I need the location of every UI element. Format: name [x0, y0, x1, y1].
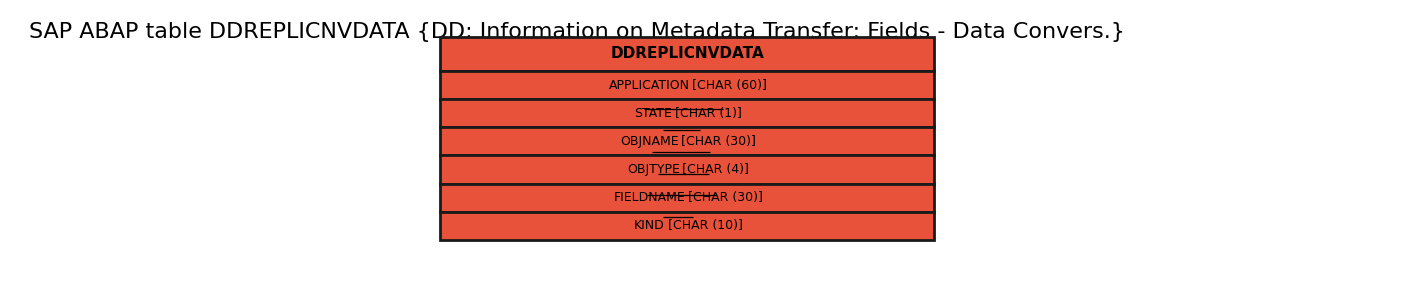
Text: [CHAR (1)]: [CHAR (1)]	[671, 107, 741, 120]
FancyBboxPatch shape	[441, 155, 934, 184]
Text: STATE: STATE	[635, 107, 673, 120]
FancyBboxPatch shape	[441, 127, 934, 155]
Text: KIND: KIND	[633, 219, 664, 232]
Text: [CHAR (4)]: [CHAR (4)]	[678, 163, 750, 176]
Text: [CHAR (30)]: [CHAR (30)]	[684, 191, 762, 204]
FancyBboxPatch shape	[441, 37, 934, 71]
Text: SAP ABAP table DDREPLICNVDATA {DD: Information on Metadata Transfer: Fields - Da: SAP ABAP table DDREPLICNVDATA {DD: Infor…	[29, 22, 1125, 42]
Text: FIELDNAME: FIELDNAME	[614, 191, 685, 204]
Text: OBJTYPE: OBJTYPE	[626, 163, 680, 176]
Text: [CHAR (60)]: [CHAR (60)]	[688, 79, 767, 91]
FancyBboxPatch shape	[441, 99, 934, 127]
Text: DDREPLICNVDATA: DDREPLICNVDATA	[611, 46, 764, 62]
FancyBboxPatch shape	[441, 184, 934, 212]
Text: [CHAR (10)]: [CHAR (10)]	[664, 219, 743, 232]
Text: APPLICATION: APPLICATION	[609, 79, 691, 91]
Text: OBJNAME: OBJNAME	[621, 135, 678, 148]
FancyBboxPatch shape	[441, 71, 934, 99]
Text: [CHAR (30)]: [CHAR (30)]	[677, 135, 757, 148]
FancyBboxPatch shape	[441, 212, 934, 240]
